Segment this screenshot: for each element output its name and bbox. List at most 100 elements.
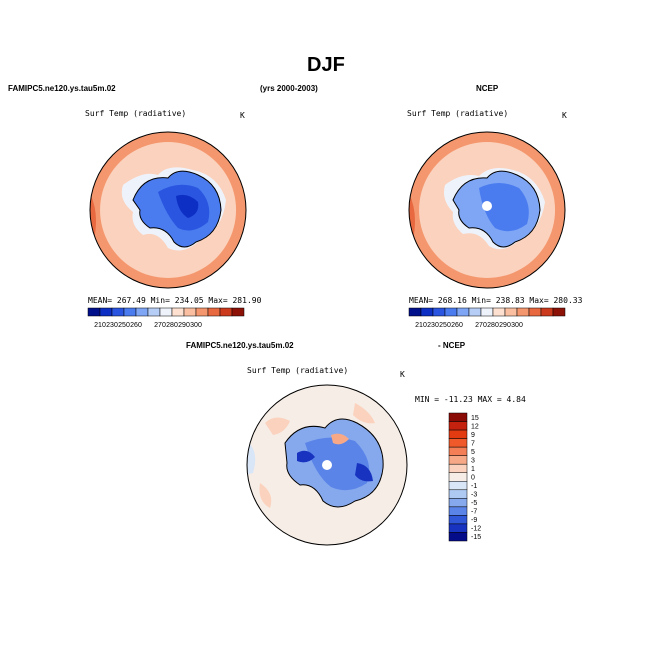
colorbar-swatch (123, 307, 137, 317)
colorbar-tick-label: 250 (439, 322, 451, 329)
colorbar-swatch (448, 455, 468, 465)
colorbar-swatch (207, 307, 221, 317)
colorbar-tick-label: 210 (94, 322, 106, 329)
colorbar-swatch (219, 307, 233, 317)
map-boundary (408, 131, 566, 289)
colorbar-swatch (420, 307, 434, 317)
strong-cool-anomaly (297, 450, 315, 463)
colorbar-swatch (448, 421, 468, 431)
colorbar-swatch (492, 307, 506, 317)
map-boundary (246, 384, 408, 546)
diff-variable-label: Surf Temp (radiative) (247, 366, 349, 375)
obs-name-label: NCEP (476, 84, 499, 93)
diff-units-label: K (400, 370, 405, 379)
figure-title: DJF (307, 54, 345, 76)
colorbar-swatch (448, 438, 468, 448)
warm-anomaly (265, 417, 290, 435)
obs-stats: MEAN= 268.16 Min= 238.83 Max= 280.33 (409, 296, 583, 305)
model-name-label: FAMIPC5.ne120.ys.tau5m.02 (8, 84, 116, 93)
colorbar-tick-label: 0 (471, 475, 475, 482)
colorbar-swatch (448, 429, 468, 439)
colorbar-tick-label: 210 (415, 322, 427, 329)
colorbar-tick-label: -7 (471, 509, 477, 516)
colorbar-swatch (195, 307, 209, 317)
colorbar-swatch (448, 506, 468, 516)
warm-anomaly (331, 433, 349, 445)
strong-cool-anomaly (355, 463, 373, 482)
antarctica-interior (479, 183, 529, 232)
colorbar-tick-label: -15 (471, 534, 481, 541)
model-units-label: K (240, 111, 245, 120)
colorbar-swatch (448, 481, 468, 491)
colorbar-tick-label: 300 (511, 322, 523, 329)
colorbar-tick-label: 3 (471, 457, 475, 464)
obs-map (408, 131, 566, 289)
colorbar-swatch (432, 307, 446, 317)
colorbar-swatch (448, 446, 468, 456)
colorbar-swatch (171, 307, 185, 317)
model-variable-label: Surf Temp (radiative) (85, 109, 187, 118)
years-label: (yrs 2000-2003) (260, 84, 318, 93)
colorbar-swatch (87, 307, 101, 317)
pole-hole (322, 460, 332, 470)
colorbar-swatch (448, 489, 468, 499)
colorbar-tick-label: 270 (475, 322, 487, 329)
colorbar-swatch (448, 463, 468, 473)
colorbar-tick-label: -9 (471, 517, 477, 524)
colorbar-tick-label: 260 (130, 322, 142, 329)
colorbar-tick-label: 250 (118, 322, 130, 329)
obs-variable-label: Surf Temp (radiative) (407, 109, 509, 118)
colorbar-swatch (99, 307, 113, 317)
diff-model-label: FAMIPC5.ne120.ys.tau5m.02 (186, 341, 294, 350)
antarctica-cold-core (176, 194, 199, 218)
colorbar-swatch (528, 307, 542, 317)
colorbar-tick-label: 280 (487, 322, 499, 329)
pole-hole (482, 201, 492, 211)
colorbar-tick-label: 7 (471, 440, 475, 447)
colorbar-swatch (147, 307, 161, 317)
colorbar-swatch (468, 307, 482, 317)
colorbar-tick-label: -3 (471, 492, 477, 499)
colorbar-tick-label: 5 (471, 449, 475, 456)
colorbar-swatch (504, 307, 518, 317)
colorbar-swatch (448, 412, 468, 422)
antarctica-anomaly (305, 437, 370, 491)
colorbar-tick-label: 230 (427, 322, 439, 329)
colorbar-tick-label: 9 (471, 432, 475, 439)
colorbar-tick-label: 260 (451, 322, 463, 329)
warm-anomaly (259, 483, 272, 508)
model-colorbar: 210 230 250 260 270 280 290 300 (87, 307, 245, 329)
colorbar-swatch (456, 307, 470, 317)
colorbar-swatch (516, 307, 530, 317)
colorbar-swatch (480, 307, 494, 317)
obs-colorbar: 210 230 250 260 270 280 290 300 (408, 307, 566, 329)
colorbar-tick-label: -12 (471, 526, 481, 533)
map-boundary (89, 131, 247, 289)
obs-units-label: K (562, 111, 567, 120)
colorbar-tick-label: -1 (471, 483, 477, 490)
colorbar-swatch (231, 307, 245, 317)
colorbar-swatch (448, 498, 468, 508)
colorbar-swatch (159, 307, 173, 317)
colorbar-tick-label: -5 (471, 500, 477, 507)
diff-stats: MIN = -11.23 MAX = 4.84 (415, 395, 526, 404)
colorbar-swatch (448, 532, 468, 542)
colorbar-swatch (444, 307, 458, 317)
colorbar-swatch (408, 307, 422, 317)
colorbar-tick-label: 12 (471, 423, 479, 430)
diff-map (246, 384, 408, 546)
colorbar-swatch (540, 307, 554, 317)
colorbar-swatch (448, 472, 468, 482)
colorbar-swatch (552, 307, 566, 317)
colorbar-tick-label: 15 (471, 415, 479, 422)
model-map (89, 131, 247, 289)
model-stats: MEAN= 267.49 Min= 234.05 Max= 281.90 (88, 296, 262, 305)
diff-obs-label: - NCEP (438, 341, 466, 350)
colorbar-tick-label: 230 (106, 322, 118, 329)
colorbar-tick-label: 280 (166, 322, 178, 329)
colorbar-swatch (448, 523, 468, 533)
colorbar-tick-label: 1 (471, 466, 475, 473)
warm-anomaly (353, 403, 375, 424)
colorbar-swatch (448, 515, 468, 525)
